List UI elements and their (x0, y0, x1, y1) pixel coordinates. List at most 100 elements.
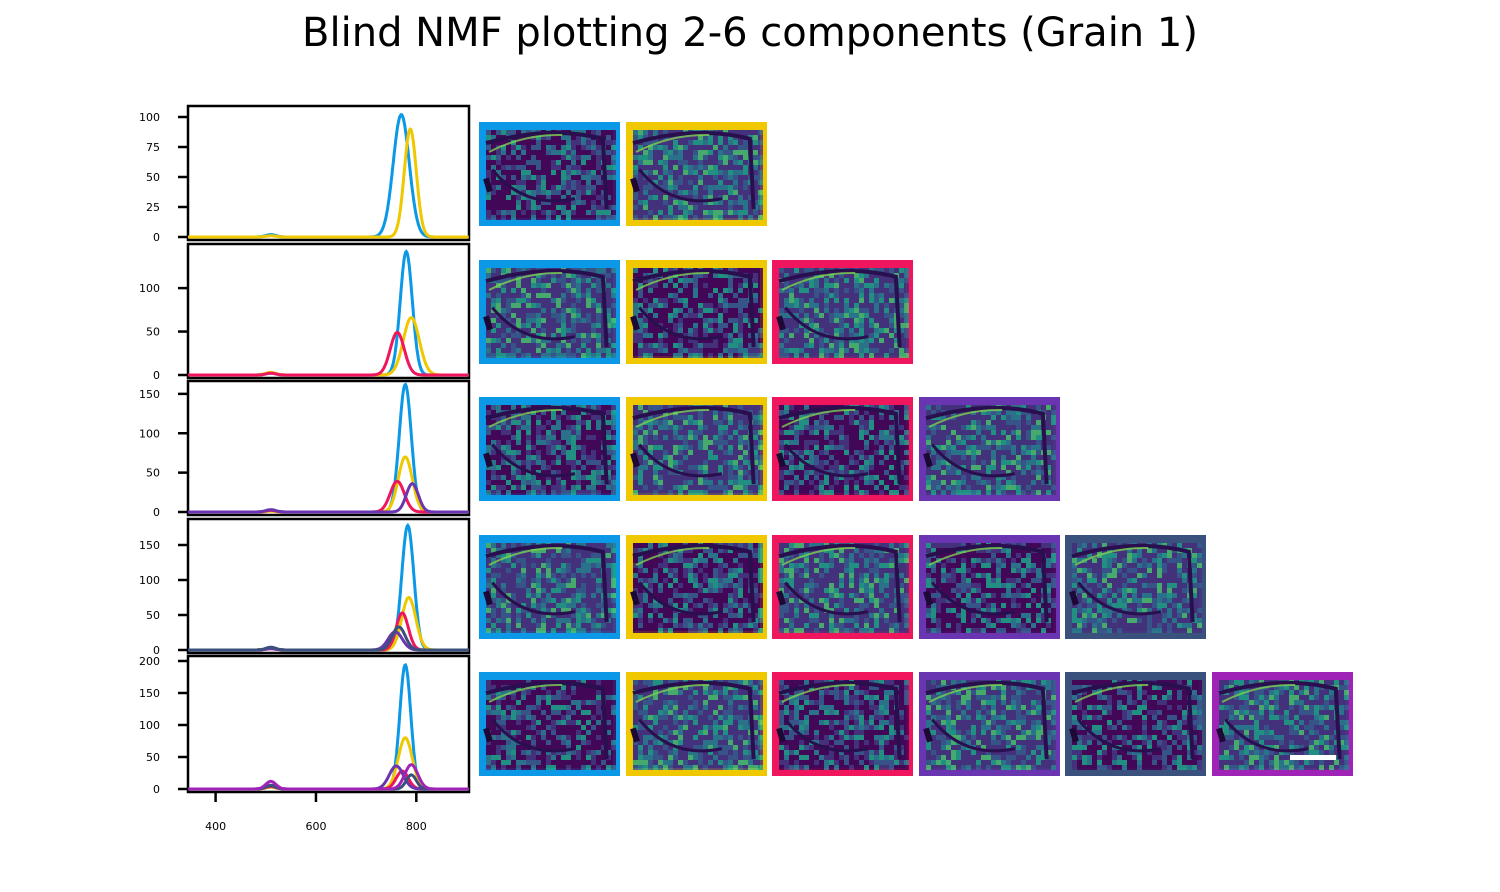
grain-boundary (638, 168, 723, 203)
grain-edge (776, 727, 786, 743)
grain-boundary (931, 443, 1016, 478)
grain-boundary (491, 168, 576, 203)
grain-edge-highlight (635, 408, 710, 428)
figure-title: Blind NMF plotting 2-6 components (Grain… (302, 10, 1198, 56)
grain-edge (483, 452, 493, 468)
grain-edge-highlight (488, 271, 563, 291)
y-tick-label: 150 (139, 539, 160, 552)
y-tick-label: 0 (153, 783, 160, 796)
grain-edge (776, 452, 786, 468)
component-map-thumbnail (1212, 672, 1353, 776)
grain-boundary (485, 268, 609, 348)
grain-edge (483, 177, 493, 193)
grain-boundary (485, 680, 609, 760)
series-line-3 (188, 479, 469, 514)
y-tick-label: 50 (146, 171, 160, 184)
grain-boundary (632, 543, 756, 623)
grain-boundary (638, 718, 723, 753)
grain-edge-highlight (635, 271, 710, 291)
grain-edge-highlight (488, 546, 563, 566)
grain-boundary (931, 581, 1016, 616)
grain-edge-highlight (488, 133, 563, 153)
grain-edge (630, 590, 640, 606)
component-map-thumbnail (626, 260, 767, 364)
panel-frame (186, 242, 471, 380)
component-map-thumbnail (919, 672, 1060, 776)
grain-boundary (778, 680, 902, 760)
y-tick-label: 0 (153, 369, 160, 382)
y-tick-label: 50 (146, 326, 160, 339)
grain-boundary (485, 543, 609, 623)
grain-boundary (778, 405, 902, 485)
component-map-thumbnail (1065, 672, 1206, 776)
grain-edge (923, 452, 933, 468)
series-line-3 (188, 611, 469, 652)
scale-bar (1290, 755, 1336, 760)
series-line-2 (188, 316, 469, 377)
y-tick-label: 100 (139, 574, 160, 587)
series-line-6 (188, 763, 469, 791)
component-map-thumbnail (479, 672, 620, 776)
series-line-1 (188, 113, 469, 239)
grain-edge-highlight (635, 683, 710, 703)
panel-frame (186, 379, 471, 517)
series-line-2 (188, 455, 469, 514)
grain-boundary (784, 718, 869, 753)
grain-edge-highlight (488, 408, 563, 428)
y-tick-label: 100 (139, 111, 160, 124)
grain-edge (923, 590, 933, 606)
grain-boundary (638, 443, 723, 478)
grain-edge-highlight (781, 408, 856, 428)
panel-frame (186, 104, 471, 242)
grain-edge (1216, 727, 1226, 743)
y-tick-label: 150 (139, 388, 160, 401)
component-map-thumbnail (626, 672, 767, 776)
grain-edge (630, 315, 640, 331)
series-line-1 (188, 249, 469, 377)
x-tick-label: 600 (305, 820, 326, 833)
component-map-thumbnail (626, 122, 767, 226)
grain-edge (1069, 727, 1079, 743)
grain-boundary (632, 405, 756, 485)
y-tick-label: 50 (146, 467, 160, 480)
grain-edge (630, 452, 640, 468)
y-tick-label: 100 (139, 282, 160, 295)
series-line-1 (188, 522, 469, 652)
spectrum-panel-4: 0 50 100 150 (139, 517, 471, 657)
y-tick-label: 0 (153, 506, 160, 519)
series-line-1 (188, 662, 469, 791)
grain-boundary (632, 680, 756, 760)
grain-edge-highlight (781, 546, 856, 566)
grain-boundary (784, 581, 869, 616)
grain-edge-highlight (928, 546, 1003, 566)
spectrum-panel-5: 0 50 100 150 200 400 600 800 (139, 654, 471, 833)
grain-edge (923, 727, 933, 743)
grain-boundary (925, 680, 1049, 760)
series-line-2 (188, 595, 469, 652)
series-line-3 (188, 330, 469, 377)
panel-frame (186, 517, 471, 655)
grain-boundary (632, 268, 756, 348)
grain-edge-highlight (781, 271, 856, 291)
series-line-2 (188, 127, 469, 239)
y-tick-label: 0 (153, 644, 160, 657)
x-tick-label: 800 (406, 820, 427, 833)
y-tick-label: 100 (139, 427, 160, 440)
panel-frame (186, 654, 471, 794)
component-map-thumbnail (772, 260, 913, 364)
spectrum-panel-1: 0 25 50 75 100 (139, 104, 471, 244)
grain-edge (630, 177, 640, 193)
grain-boundary (491, 718, 576, 753)
grain-edge (483, 315, 493, 331)
y-tick-label: 100 (139, 719, 160, 732)
grain-boundary (784, 306, 869, 341)
y-tick-label: 200 (139, 655, 160, 668)
grain-boundary (491, 443, 576, 478)
component-map-thumbnail (1065, 535, 1206, 639)
component-map-thumbnail (626, 535, 767, 639)
grain-edge (483, 590, 493, 606)
component-map-thumbnail (479, 260, 620, 364)
grain-boundary (485, 405, 609, 485)
grain-edge-highlight (635, 133, 710, 153)
